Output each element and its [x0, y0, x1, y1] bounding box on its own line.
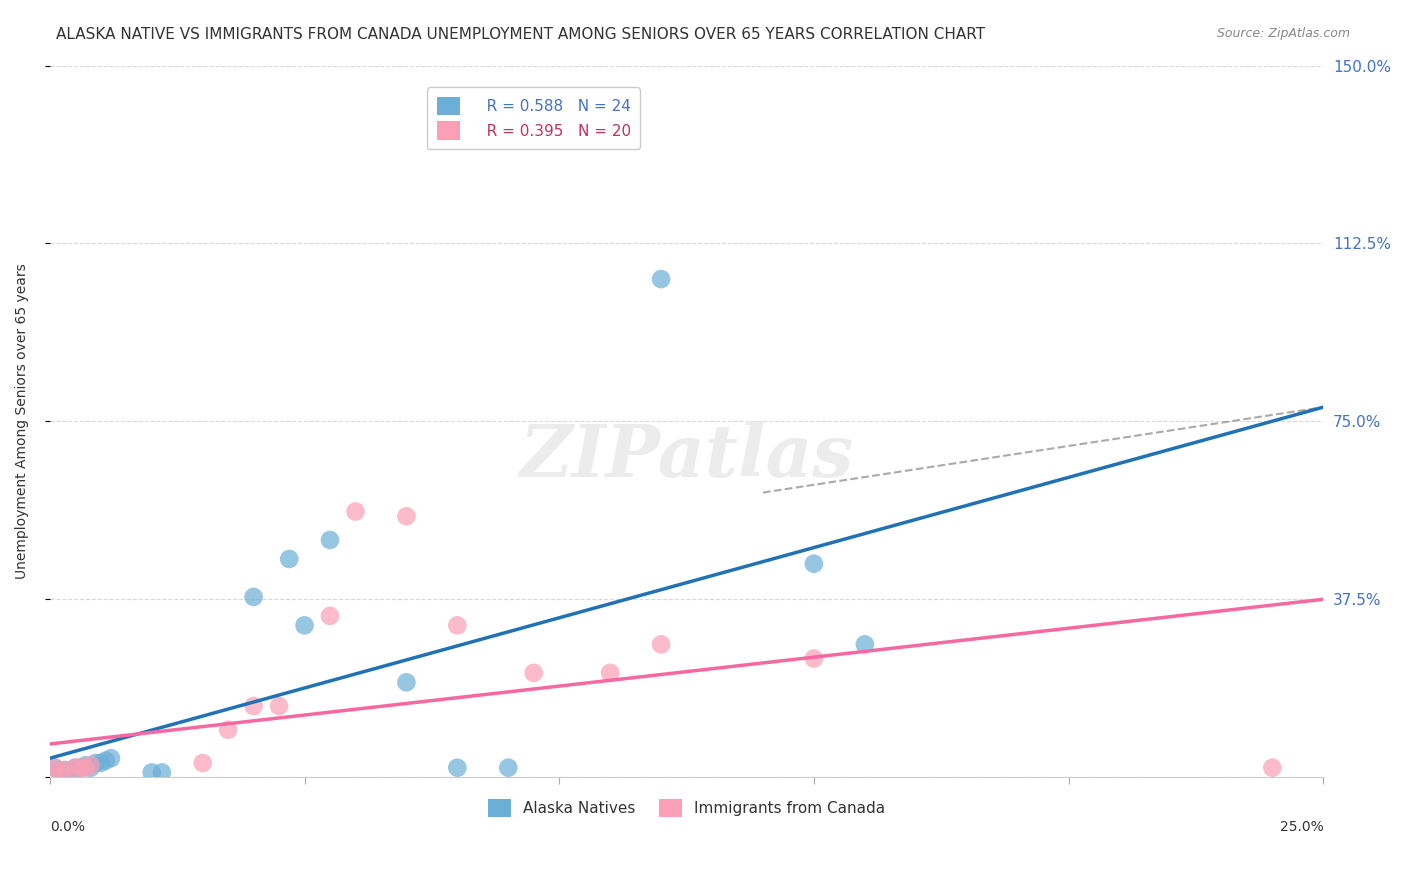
Point: [65, 761, 87, 775]
Point: [141, 765, 163, 780]
Point: [294, 618, 316, 632]
Point: [242, 590, 264, 604]
Point: [90, 756, 112, 770]
Point: [395, 675, 418, 690]
Point: [395, 509, 418, 524]
Point: [150, 765, 173, 780]
Point: [49, 765, 72, 780]
Point: [65, 761, 87, 775]
Point: [79, 761, 101, 775]
Point: [49, 765, 72, 780]
Point: [69, 761, 91, 775]
Point: [100, 751, 122, 765]
Point: [44, 761, 66, 775]
Text: ALASKA NATIVE VS IMMIGRANTS FROM CANADA UNEMPLOYMENT AMONG SENIORS OVER 65 YEARS: ALASKA NATIVE VS IMMIGRANTS FROM CANADA …: [56, 27, 986, 42]
Text: 25.0%: 25.0%: [1279, 820, 1323, 834]
Point: [599, 665, 621, 680]
Point: [523, 665, 546, 680]
Legend: Alaska Natives, Immigrants from Canada: Alaska Natives, Immigrants from Canada: [479, 789, 894, 827]
Point: [319, 533, 342, 547]
Point: [79, 758, 101, 772]
Point: [803, 557, 825, 571]
Point: [94, 754, 117, 768]
Point: [650, 272, 672, 286]
Point: [84, 756, 107, 770]
Text: ZIPatlas: ZIPatlas: [519, 422, 853, 492]
Point: [53, 763, 76, 777]
Text: 0.0%: 0.0%: [49, 820, 84, 834]
Point: [278, 552, 301, 566]
Point: [53, 763, 76, 777]
Point: [44, 761, 66, 775]
Point: [267, 699, 290, 714]
Point: [803, 651, 825, 665]
Point: [319, 608, 342, 623]
Point: [191, 756, 214, 770]
Point: [59, 765, 82, 780]
Point: [242, 699, 264, 714]
Point: [1261, 761, 1284, 775]
Point: [650, 637, 672, 651]
Point: [446, 761, 468, 775]
Point: [75, 761, 97, 775]
Point: [217, 723, 239, 737]
Point: [75, 758, 97, 772]
Y-axis label: Unemployment Among Seniors over 65 years: Unemployment Among Seniors over 65 years: [15, 263, 30, 579]
Point: [344, 504, 367, 518]
Point: [498, 761, 520, 775]
Point: [853, 637, 876, 651]
Point: [446, 618, 468, 632]
Text: Source: ZipAtlas.com: Source: ZipAtlas.com: [1216, 27, 1350, 40]
Point: [69, 761, 91, 775]
